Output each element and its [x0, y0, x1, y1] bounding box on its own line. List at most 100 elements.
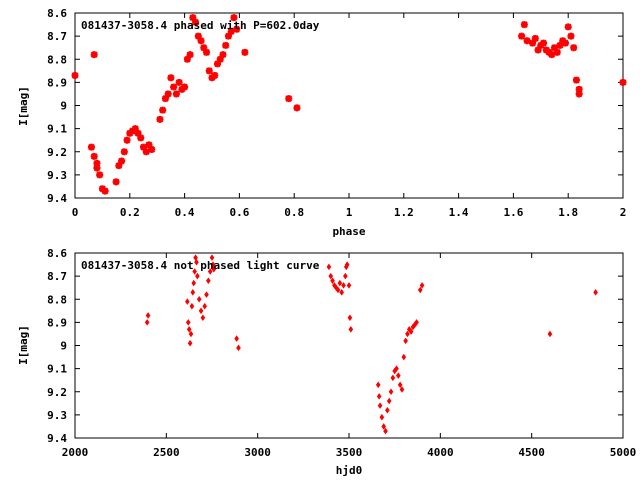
data-point — [227, 28, 235, 35]
data-point — [200, 44, 208, 52]
data-point — [194, 258, 199, 266]
x-tick-label: 1 — [346, 206, 353, 219]
y-tick-label: 9.2 — [47, 386, 67, 399]
data-point — [399, 386, 405, 393]
data-point — [377, 402, 383, 409]
x-tick-labels: 0 0.2 0.4 0.6 0.8 1 1.2 1.4 1.6 1.8 2 — [72, 206, 627, 219]
data-point — [572, 76, 580, 84]
data-point — [523, 37, 531, 45]
data-point — [230, 14, 238, 22]
data-point — [90, 152, 98, 160]
data-point — [213, 60, 221, 68]
x-tick-label: 0.4 — [175, 206, 195, 219]
data-point — [207, 268, 213, 275]
x-tick-label: 2000 — [62, 446, 89, 459]
data-point — [570, 44, 578, 52]
data-point — [186, 51, 194, 59]
y-tick-label: 9 — [60, 340, 67, 353]
data-point — [619, 78, 627, 86]
data-point — [326, 263, 332, 271]
data-point — [219, 51, 227, 59]
data-point — [593, 289, 598, 296]
data-point — [90, 51, 98, 59]
plot-frame — [74, 252, 624, 439]
x-axis-label: phase — [332, 225, 365, 238]
y-tick-label: 9.4 — [47, 192, 67, 205]
x-tick-labels: 2000 2500 3000 3500 4000 4500 5000 — [62, 446, 637, 459]
x-tick-label: 0 — [72, 206, 79, 219]
data-points — [71, 14, 627, 195]
data-point — [172, 90, 180, 98]
data-point — [531, 34, 539, 42]
data-point — [216, 55, 224, 63]
data-point — [529, 39, 537, 47]
data-point — [118, 157, 126, 165]
y-tick-label: 9 — [60, 100, 67, 113]
x-tick-label: 3000 — [244, 446, 271, 459]
y-tick-label: 9.4 — [47, 432, 67, 445]
data-point — [548, 51, 556, 59]
data-point — [187, 339, 193, 347]
data-point — [408, 328, 414, 335]
data-point — [93, 164, 101, 172]
data-point — [335, 286, 341, 294]
data-point — [190, 289, 196, 296]
data-point — [396, 372, 401, 379]
y-tick-labels: 8.6 8.7 8.8 8.9 9 9.1 9.2 9.3 9.4 — [47, 247, 67, 445]
data-point — [390, 374, 396, 382]
data-point — [341, 282, 346, 289]
data-point — [547, 330, 553, 338]
data-point — [222, 41, 230, 49]
data-point — [203, 48, 211, 56]
x-tick-label: 5000 — [610, 446, 637, 459]
x-tick-label: 1.6 — [503, 206, 523, 219]
data-point — [137, 134, 145, 142]
x-tick-label: 1.2 — [394, 206, 414, 219]
data-point — [196, 295, 202, 303]
data-point — [234, 335, 239, 342]
data-point — [87, 143, 95, 151]
data-point — [93, 159, 101, 167]
data-point — [189, 14, 197, 22]
data-point — [197, 37, 205, 45]
raw-light-curve-chart: 2000 2500 3000 3500 4000 4500 5000 8.68.78.88.… — [17, 247, 636, 477]
tick-marks — [74, 12, 624, 199]
data-point — [193, 254, 198, 261]
data-point — [202, 302, 208, 310]
data-point — [144, 319, 150, 326]
x-tick-label: 4500 — [518, 446, 545, 459]
data-point — [575, 90, 583, 98]
data-point — [376, 393, 382, 400]
y-tick-label: 9.1 — [47, 363, 67, 376]
data-point — [198, 307, 204, 315]
y-tick-label: 8.7 — [47, 30, 67, 43]
data-point — [388, 388, 394, 396]
data-point — [520, 21, 528, 29]
data-point — [112, 178, 120, 186]
data-point — [417, 286, 423, 294]
data-points — [144, 254, 598, 435]
tick-marks — [74, 252, 624, 439]
data-point — [346, 282, 352, 289]
data-point — [101, 187, 109, 195]
data-point — [556, 41, 564, 49]
data-point — [347, 314, 353, 322]
data-point — [195, 272, 200, 280]
data-point — [394, 365, 399, 372]
data-point — [200, 314, 206, 322]
x-tick-label: 0.8 — [284, 206, 304, 219]
data-point — [161, 95, 169, 103]
data-point — [383, 427, 388, 435]
data-point — [159, 106, 167, 114]
data-point — [385, 406, 390, 414]
x-tick-label: 0.6 — [229, 206, 249, 219]
data-point — [375, 381, 381, 389]
y-tick-label: 8.9 — [47, 316, 67, 329]
data-point — [575, 85, 583, 93]
data-point — [131, 125, 139, 133]
data-point — [553, 48, 561, 56]
data-point — [164, 90, 172, 98]
data-point — [71, 71, 79, 79]
data-point — [185, 298, 190, 305]
